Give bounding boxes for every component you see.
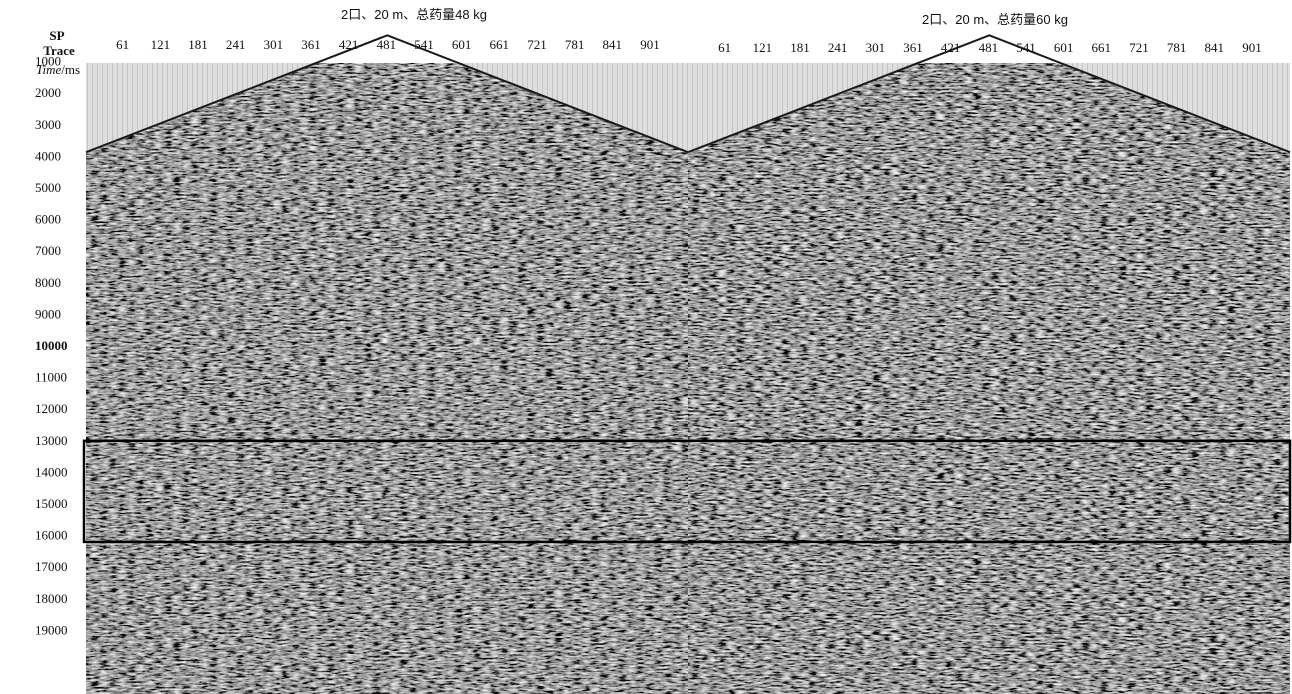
trace-tick-label: 721 [1129,40,1149,55]
time-tick-label: 13000 [35,433,68,448]
seismic-data-layer [86,63,1290,694]
time-label-italic: Time [36,62,62,77]
seismic-panel-2 [688,63,1290,694]
trace-tick-label: 661 [490,37,510,52]
time-tick-label: 18000 [35,591,68,606]
trace-tick-label: 721 [527,37,547,52]
trace-tick-label: 841 [1205,40,1225,55]
trace-tick-label: 241 [226,37,246,52]
trace-tick-label: 541 [1016,40,1036,55]
trace-tick-label: 781 [1167,40,1187,55]
trace-tick-label: 481 [377,37,397,52]
time-tick-label: 9000 [35,306,61,321]
trace-tick-label: 541 [414,37,434,52]
trace-tick-label: 781 [565,37,585,52]
time-tick-label: 19000 [35,622,68,637]
trace-tick-label: 181 [790,40,810,55]
trace-tick-label: 601 [1054,40,1074,55]
trace-tick-label: 601 [452,37,472,52]
time-tick-label: 11000 [35,370,67,385]
time-tick-label: 12000 [35,401,68,416]
trace-tick-label: 481 [979,40,999,55]
trace-tick-label: 361 [903,40,923,55]
panel-title-right: 2口、20 m、总药量60 kg [922,12,1068,27]
time-tick-label: 10000 [35,338,68,353]
time-tick-label: 1000 [35,54,61,69]
trace-tick-label: 181 [188,37,208,52]
time-tick-label: 14000 [35,464,68,479]
trace-tick-label: 901 [1242,40,1262,55]
time-tick-label: 16000 [35,528,68,543]
time-tick-label: 4000 [35,148,61,163]
time-tick-label: 8000 [35,275,61,290]
time-tick-label: 17000 [35,559,68,574]
trace-tick-label: 841 [603,37,623,52]
trace-tick-label: 301 [866,40,886,55]
trace-tick-label: 61 [718,40,731,55]
time-axis-label: Time/ms [36,62,80,77]
trace-ticks-right: 61 121 181 241 301 361 421 481 541 601 661 721 781 84… [718,40,1262,55]
time-tick-label: 6000 [35,212,61,227]
trace-tick-label: 61 [116,37,129,52]
trace-ticks-left: 61 121 181 241 301 361 421 481 541 601 661 721 781 84… [116,37,660,52]
time-label-unit: /ms [61,62,80,77]
sp-label: SP [49,28,64,43]
trace-tick-label: 421 [339,37,359,52]
trace-tick-label: 361 [301,37,321,52]
highlight-window-box [82,439,1292,544]
time-tick-label: 5000 [35,180,61,195]
trace-tick-label: 241 [828,40,848,55]
trace-tick-label: 121 [753,40,773,55]
trace-label: Trace [43,43,75,58]
first-break-line-2 [687,34,1291,154]
time-tick-label: 2000 [35,85,61,100]
trace-tick-label: 661 [1092,40,1112,55]
first-break-layer [85,34,1291,154]
time-ticks: 1000 2000 3000 4000 5000 6000 7000 8000 9000 1000… [35,54,68,638]
trace-tick-label: 421 [941,40,961,55]
time-tick-label: 7000 [35,243,61,258]
trace-tick-label: 121 [151,37,171,52]
trace-tick-label: 901 [640,37,660,52]
time-tick-label: 15000 [35,496,68,511]
trace-tick-label: 301 [264,37,284,52]
time-tick-label: 3000 [35,117,61,132]
panel-title-left: 2口、20 m、总药量48 kg [341,7,487,22]
first-break-line-1 [85,34,689,154]
seismic-panel-1 [86,63,688,694]
